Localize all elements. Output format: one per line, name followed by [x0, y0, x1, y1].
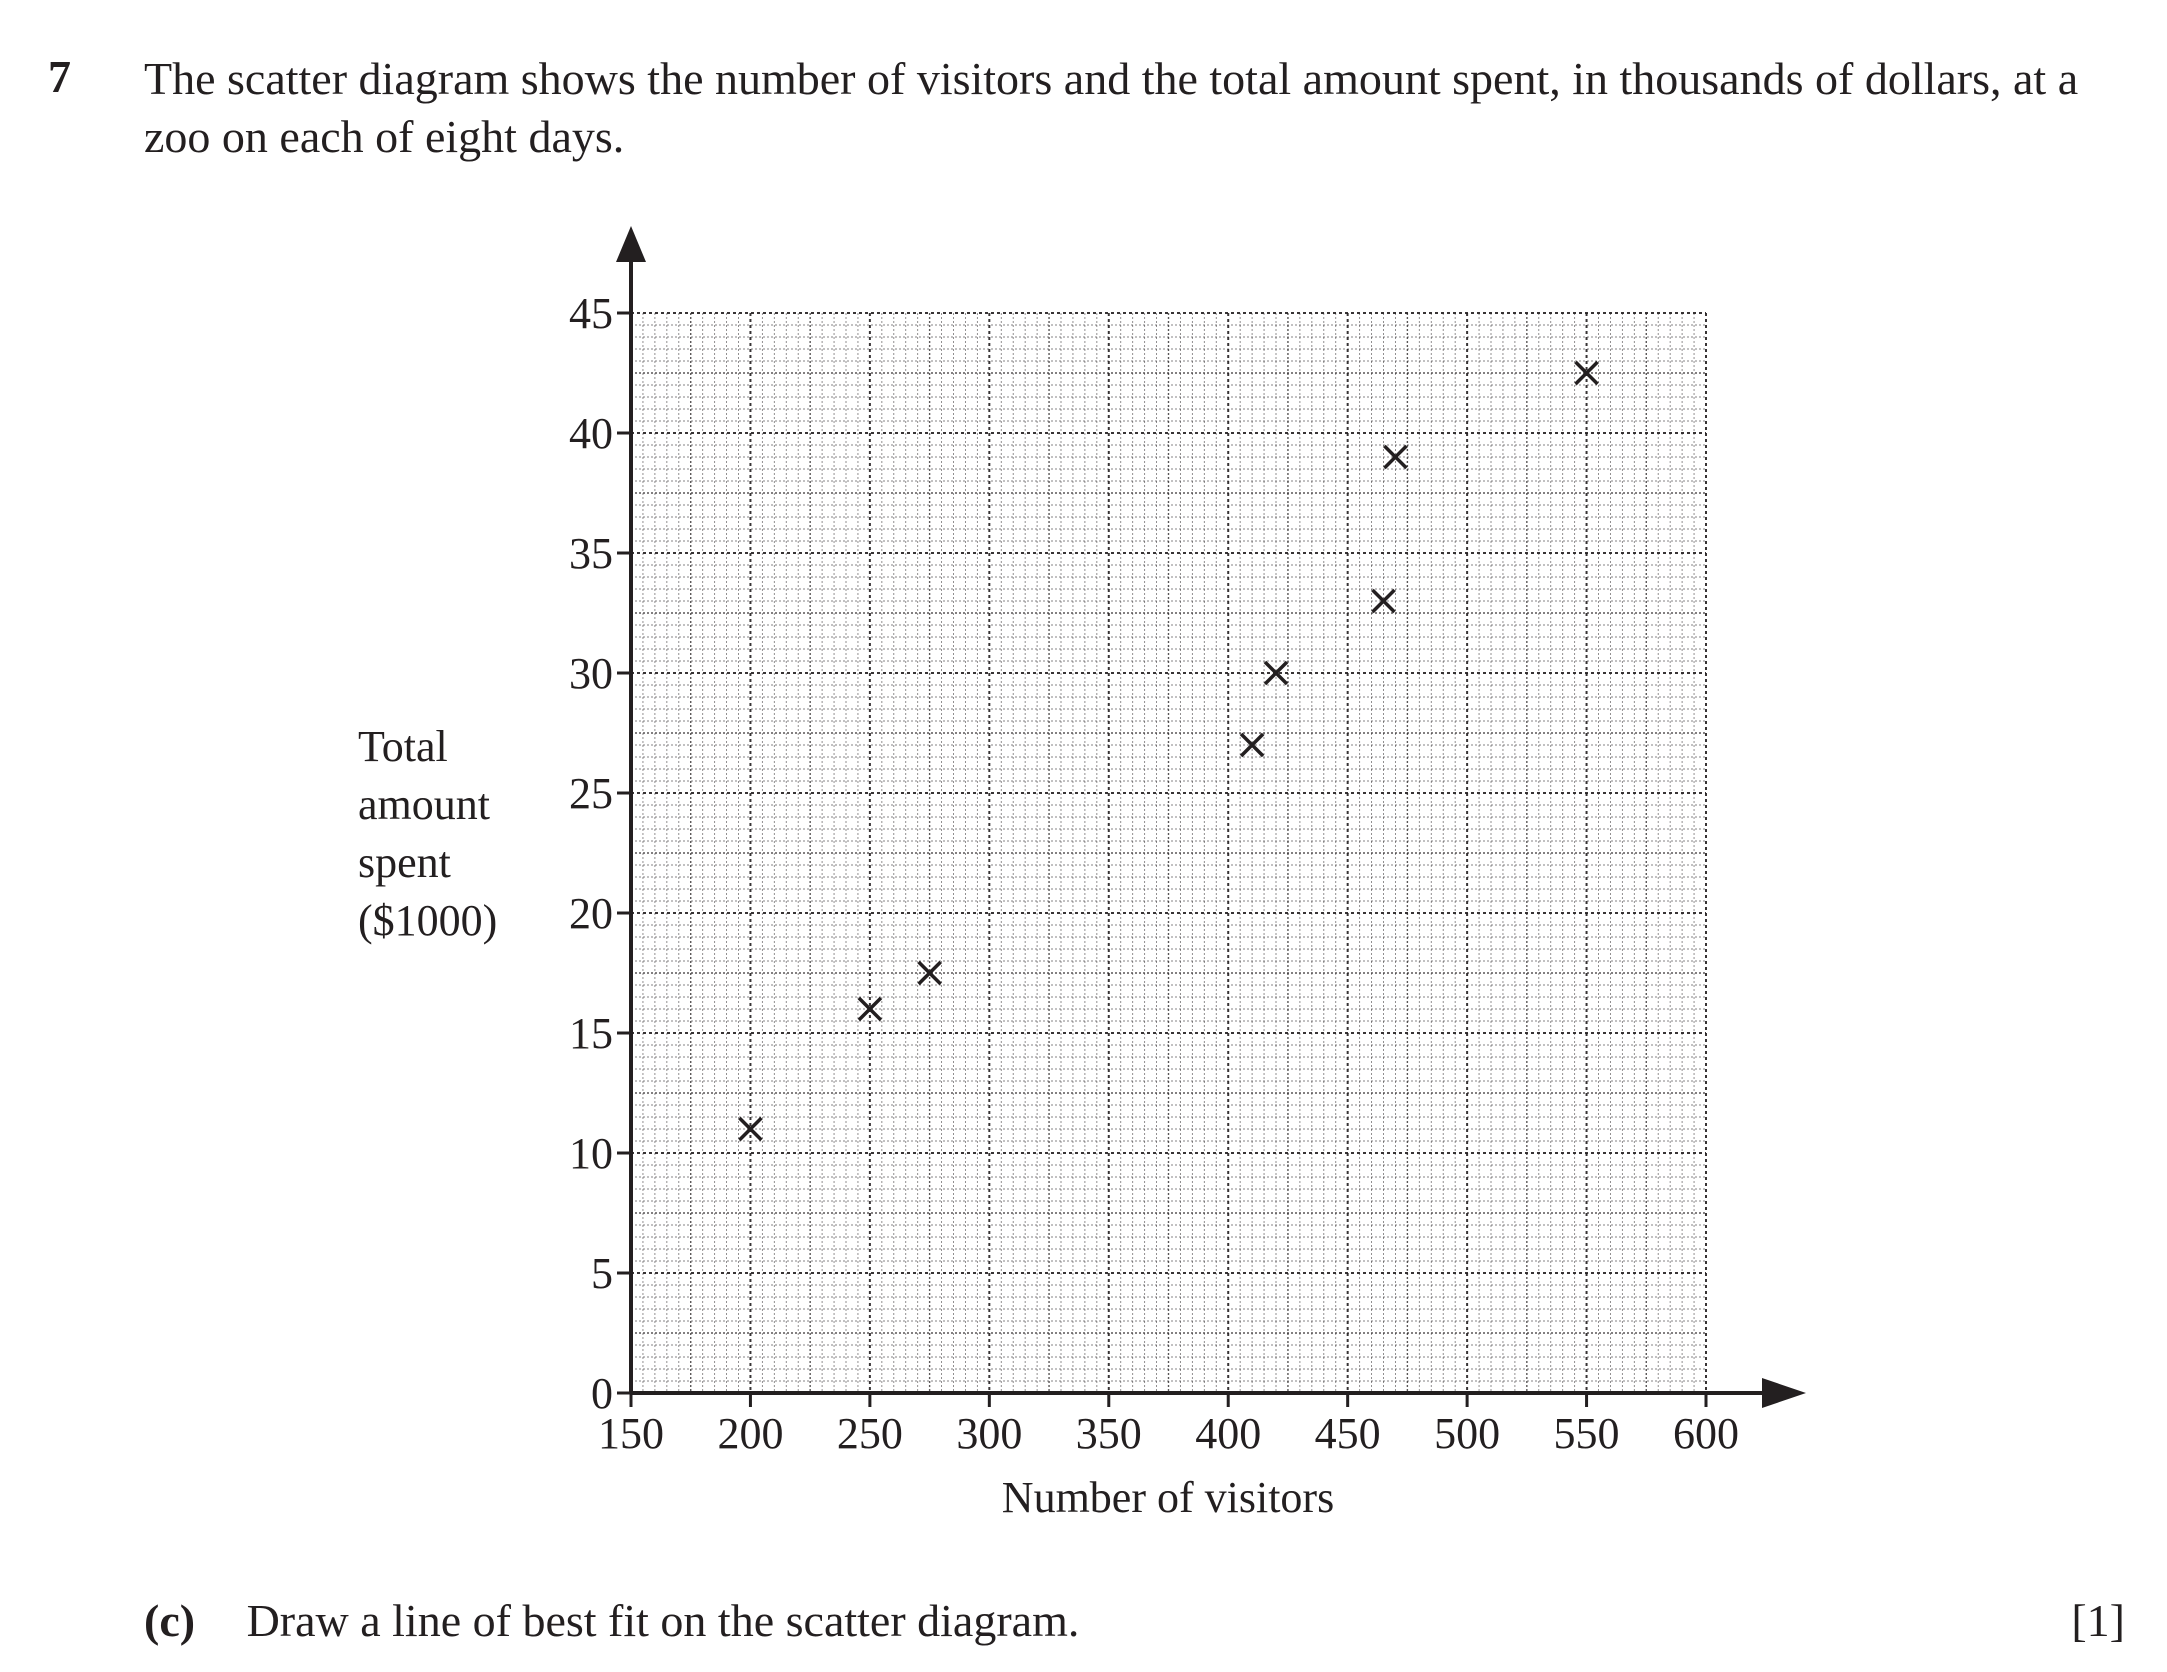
question-text: The scatter diagram shows the number of … — [144, 53, 2079, 162]
x-tick-label: 250 — [837, 1409, 903, 1458]
y-tick-label: 45 — [569, 289, 613, 338]
part-c: (c) Draw a line of best fit on the scatt… — [144, 1594, 1079, 1647]
y-axis-label: Total amount spent ($1000) — [358, 718, 497, 950]
data-point — [1383, 444, 1408, 470]
y-axis-arrowhead — [616, 226, 646, 262]
y-tick-label: 0 — [591, 1369, 613, 1418]
scatter-chart: 150 200 250 300 350 400 450 500 550 600 0 5 10 15 20 25… — [569, 226, 1806, 1522]
y-axis-label-line: Total — [358, 722, 448, 771]
x-tick-label: 200 — [717, 1409, 783, 1458]
x-tick-label: 350 — [1076, 1409, 1142, 1458]
y-axis-label-line: amount — [358, 780, 490, 829]
data-point — [1263, 660, 1289, 686]
y-tick-label: 40 — [569, 409, 613, 458]
x-tick-label: 150 — [598, 1409, 664, 1458]
x-tick-label: 300 — [956, 1409, 1022, 1458]
y-tick-label: 15 — [569, 1009, 613, 1058]
y-tick-label: 35 — [569, 529, 613, 578]
data-point — [1239, 732, 1265, 758]
y-tick-label: 5 — [591, 1249, 613, 1298]
part-c-text: Draw a line of best fit on the scatter d… — [246, 1595, 1080, 1646]
x-tick-label: 550 — [1554, 1409, 1620, 1458]
y-tick-label: 30 — [569, 649, 613, 698]
question-number: 7 — [48, 51, 71, 102]
x-tick-label: 400 — [1195, 1409, 1261, 1458]
y-axis-label-line: spent — [358, 838, 451, 887]
part-c-label: (c) — [144, 1595, 196, 1646]
y-tick-label: 10 — [569, 1129, 613, 1178]
data-point — [917, 960, 942, 986]
x-axis-label: Number of visitors — [1002, 1473, 1334, 1522]
data-point — [857, 996, 883, 1022]
data-point — [1574, 360, 1599, 386]
data-point — [1371, 588, 1396, 614]
x-tick-label: 450 — [1315, 1409, 1381, 1458]
x-tick-label: 500 — [1434, 1409, 1500, 1458]
y-axis-label-line: ($1000) — [358, 896, 498, 945]
data-point — [738, 1116, 763, 1142]
part-c-marks: [1] — [2071, 1595, 2125, 1646]
y-tick-label: 25 — [569, 769, 613, 818]
x-tick-label: 600 — [1673, 1409, 1739, 1458]
x-axis-arrowhead — [1762, 1378, 1806, 1408]
y-tick-label: 20 — [569, 889, 613, 938]
